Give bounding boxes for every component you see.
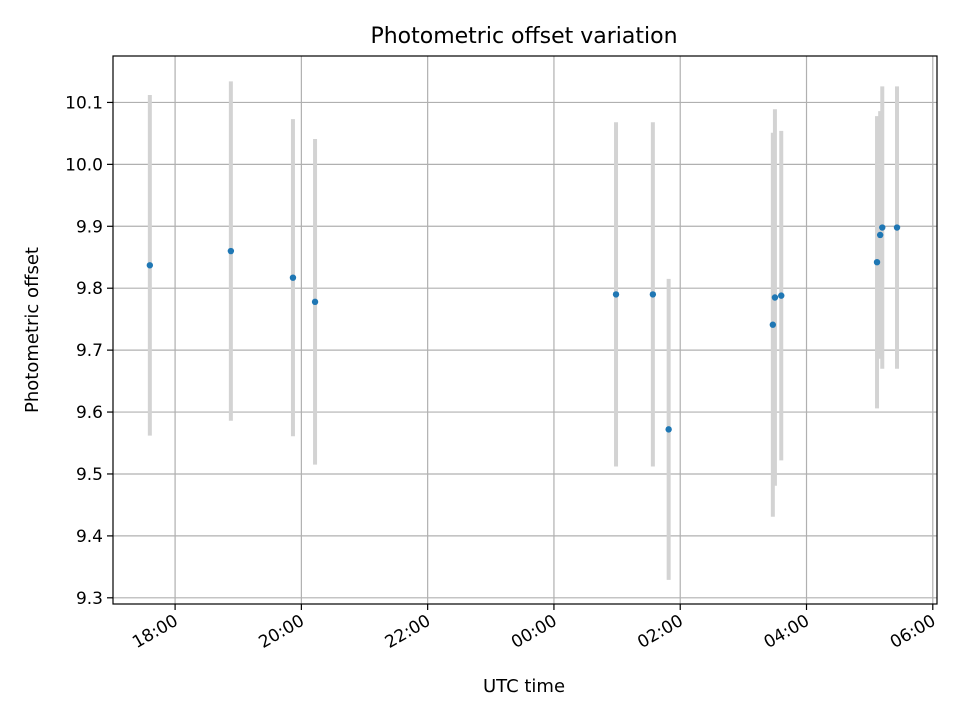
data-point	[665, 426, 672, 433]
x-tick-label: 22:00	[382, 611, 434, 653]
y-tick-label: 9.7	[76, 341, 103, 361]
data-point	[873, 258, 881, 266]
x-tick-label: 18:00	[129, 611, 181, 653]
plot-frame	[112, 55, 938, 605]
data-point	[227, 247, 235, 255]
data-point	[649, 291, 657, 298]
y-tick-label: 10.1	[65, 93, 103, 113]
data-point	[893, 224, 901, 231]
data-point	[146, 262, 154, 269]
data-point	[612, 291, 620, 298]
y-tick-label: 9.4	[76, 527, 103, 547]
data-point	[769, 321, 777, 328]
data-points	[146, 224, 901, 433]
x-tick-label: 02:00	[634, 611, 686, 653]
x-tick-label: 06:00	[887, 611, 939, 653]
x-tick-label: 00:00	[508, 611, 560, 653]
error-bars	[147, 81, 900, 580]
x-axis-label: UTC time	[483, 676, 565, 697]
chart-title: Photometric offset variation	[370, 24, 677, 49]
data-point	[876, 231, 884, 239]
data-point	[771, 294, 779, 301]
y-tick-label: 9.9	[76, 217, 103, 237]
grid-lines	[113, 56, 937, 604]
x-tick-label: 04:00	[761, 611, 813, 653]
y-axis-label: Photometric offset	[22, 247, 43, 413]
data-point	[879, 224, 886, 231]
y-tick-label: 10.0	[65, 155, 103, 175]
data-point	[778, 292, 785, 299]
x-tick-label: 20:00	[255, 611, 307, 653]
x-axis: 18:00 20:00 22:00 00:00 02:00 04:00 06:00	[129, 604, 939, 653]
data-point	[311, 298, 319, 306]
y-tick-label: 9.5	[76, 465, 103, 485]
y-tick-label: 9.3	[76, 589, 103, 609]
y-axis: 9.3 9.4 9.5 9.6 9.7 9.8 9.9 10.0 10.1	[65, 93, 113, 609]
y-tick-label: 9.8	[76, 279, 103, 299]
data-point	[289, 274, 297, 281]
y-tick-label: 9.6	[76, 403, 103, 423]
